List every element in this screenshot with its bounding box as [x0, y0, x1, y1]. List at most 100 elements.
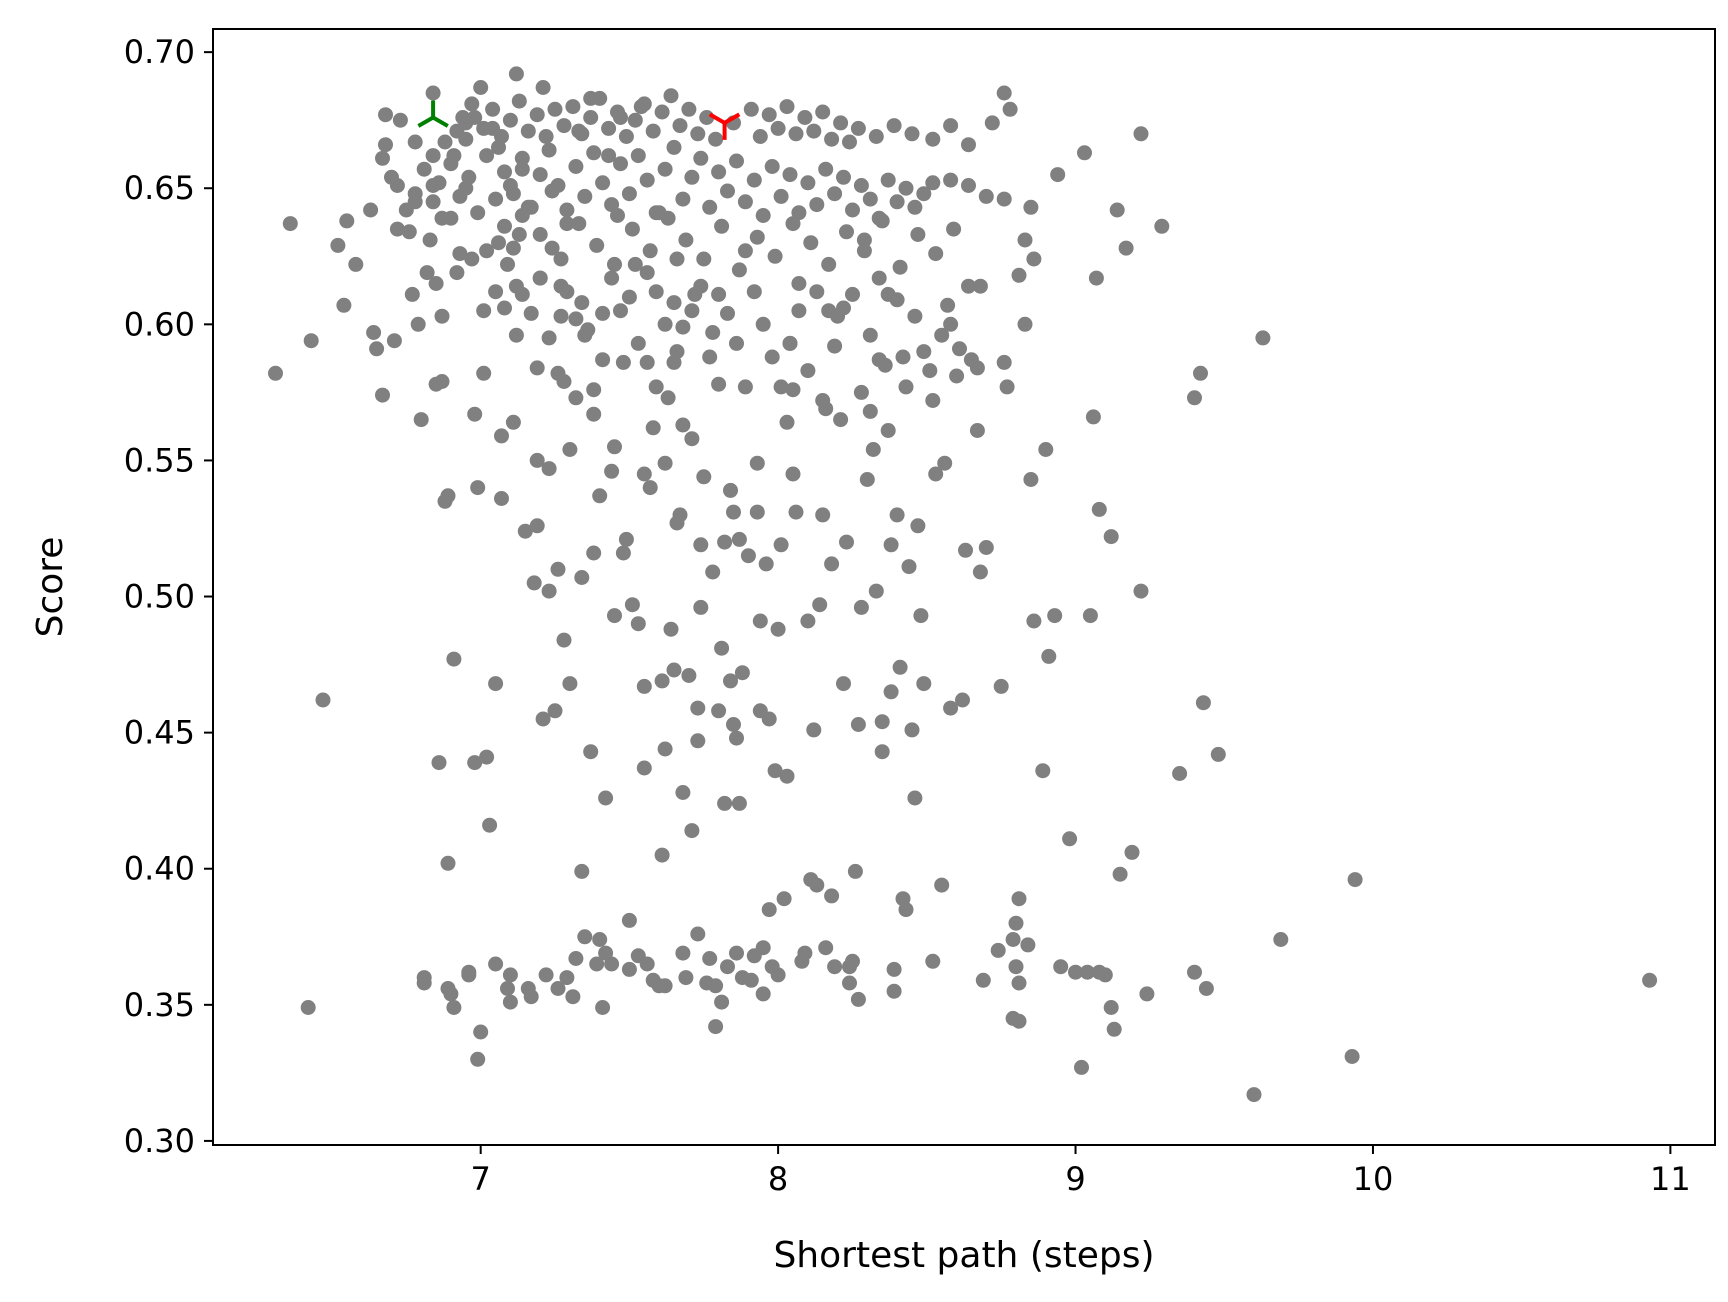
- x-axis-label: Shortest path (steps): [773, 1235, 1154, 1276]
- scatter-point: [601, 121, 616, 136]
- scatter-point: [937, 456, 952, 471]
- scatter-point: [628, 113, 643, 128]
- scatter-point: [542, 461, 557, 476]
- scatter-point: [595, 306, 610, 321]
- scatter-point: [586, 145, 601, 160]
- scatter-point: [675, 785, 690, 800]
- scatter-point: [1018, 317, 1033, 332]
- scatter-point: [432, 755, 447, 770]
- scatter-point: [690, 701, 705, 716]
- scatter-point: [655, 848, 670, 863]
- scatter-point: [1062, 831, 1077, 846]
- scatter-point: [548, 102, 563, 117]
- y-axis: 0.300.350.400.450.500.550.600.650.70: [124, 33, 213, 1160]
- scatter-point: [750, 456, 765, 471]
- scatter-point: [1092, 502, 1107, 517]
- scatter-point: [655, 105, 670, 120]
- scatter-point: [1211, 747, 1226, 762]
- scatter-point: [765, 350, 780, 365]
- scatter-point: [1348, 872, 1363, 887]
- scatter-point: [744, 973, 759, 988]
- scatter-point: [675, 946, 690, 961]
- scatter-point: [378, 137, 393, 152]
- scatter-point: [702, 951, 717, 966]
- scatter-point: [604, 464, 619, 479]
- scatter-point: [854, 178, 869, 193]
- scatter-point: [476, 303, 491, 318]
- scatter-point: [577, 328, 592, 343]
- scatter-point: [800, 614, 815, 629]
- scatter-point: [435, 374, 450, 389]
- scatter-point: [405, 287, 420, 302]
- scatter-point: [559, 203, 574, 218]
- scatter-point: [548, 703, 563, 718]
- scatter-point: [446, 652, 461, 667]
- y-tick-label: 0.50: [124, 578, 195, 616]
- scatter-point: [476, 366, 491, 381]
- scatter-point: [791, 276, 806, 291]
- scatter-point: [818, 162, 833, 177]
- scatter-point: [675, 320, 690, 335]
- scatter-point: [551, 562, 566, 577]
- scatter-point: [684, 431, 699, 446]
- scatter-point: [678, 970, 693, 985]
- scatter-point: [1172, 766, 1187, 781]
- scatter-point: [390, 178, 405, 193]
- scatter-point: [833, 412, 848, 427]
- scatter-point: [684, 170, 699, 185]
- scatter-point: [836, 301, 851, 316]
- scatter-point: [470, 205, 485, 220]
- scatter-point: [815, 105, 830, 120]
- scatter-point: [1098, 967, 1113, 982]
- scatter-point: [429, 276, 444, 291]
- scatter-point: [574, 570, 589, 585]
- scatter-point: [907, 791, 922, 806]
- scatter-point: [821, 257, 836, 272]
- scatter-point: [488, 192, 503, 207]
- scatter-point: [268, 366, 283, 381]
- scatter-point: [729, 731, 744, 746]
- scatter-point: [866, 442, 881, 457]
- scatter-point: [443, 156, 458, 171]
- scatter-point: [622, 962, 637, 977]
- scatter-point: [366, 325, 381, 340]
- scatter-point: [890, 194, 905, 209]
- scatter-point: [1134, 126, 1149, 141]
- scatter-point: [1074, 1060, 1089, 1075]
- scatter-point: [1255, 330, 1270, 345]
- scatter-point: [925, 393, 940, 408]
- scatter-point: [515, 287, 530, 302]
- scatter-point: [1104, 1000, 1119, 1015]
- scatter-point: [586, 382, 601, 397]
- scatter-point: [643, 243, 658, 258]
- scatter-point: [1139, 986, 1154, 1001]
- scatter-point: [330, 238, 345, 253]
- y-tick-label: 0.55: [124, 441, 195, 479]
- scatter-point: [854, 385, 869, 400]
- scatter-point: [961, 137, 976, 152]
- scatter-point: [732, 262, 747, 277]
- scatter-point: [631, 148, 646, 163]
- scatter-point: [818, 401, 833, 416]
- scatter-point: [863, 328, 878, 343]
- scatter-point: [577, 189, 592, 204]
- scatter-point: [1086, 409, 1101, 424]
- scatter-point: [316, 693, 331, 708]
- scatter-point: [997, 355, 1012, 370]
- scatter-point: [753, 614, 768, 629]
- scatter-point: [869, 129, 884, 144]
- scatter-point: [708, 1019, 723, 1034]
- scatter-point: [1041, 649, 1056, 664]
- scatter-point: [774, 537, 789, 552]
- scatter-point: [735, 665, 750, 680]
- scatter-point: [851, 992, 866, 1007]
- scatter-point: [1000, 379, 1015, 394]
- scatter-point: [500, 981, 515, 996]
- scatter-point: [571, 216, 586, 231]
- scatter-point: [461, 965, 476, 980]
- scatter-point: [670, 252, 685, 267]
- scatter-point: [797, 946, 812, 961]
- scatter-point: [494, 129, 509, 144]
- scatter-point: [667, 295, 682, 310]
- scatter-point: [554, 252, 569, 267]
